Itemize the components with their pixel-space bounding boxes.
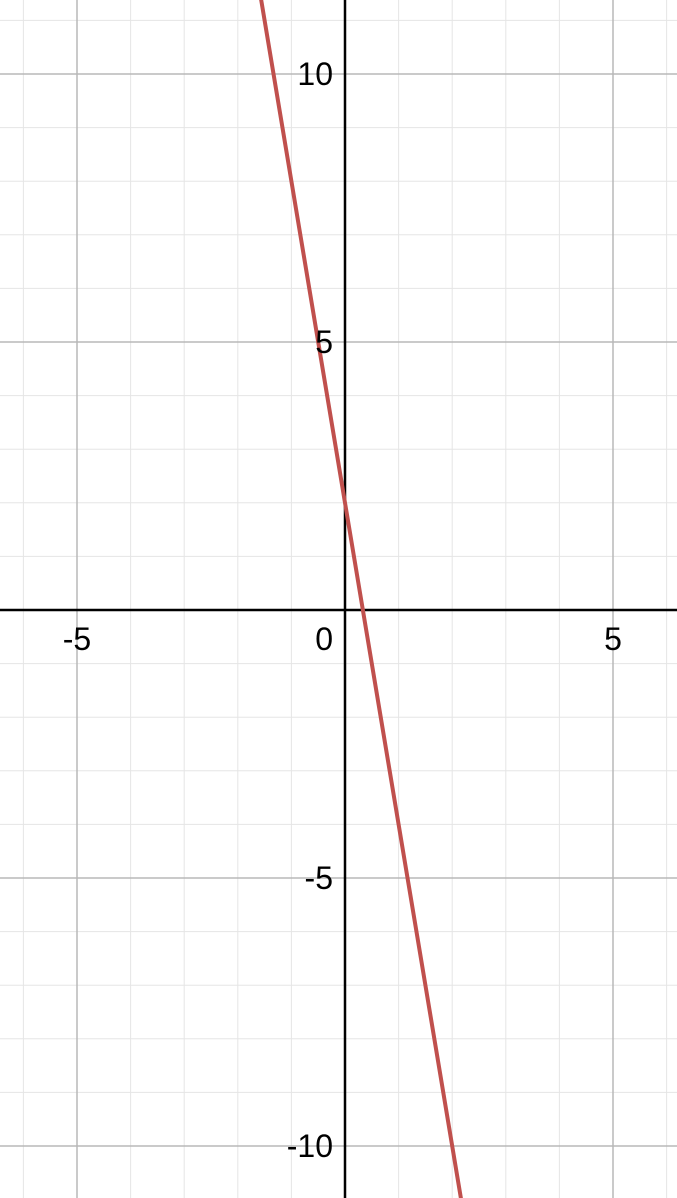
line-chart: -5 0 5 10 5 -5 -10 [0,0,677,1198]
chart-canvas: -5 0 5 10 5 -5 -10 [0,0,677,1198]
x-tick-label: 0 [315,621,333,657]
y-tick-label: -5 [305,860,333,896]
y-tick-label: 5 [315,324,333,360]
x-tick-label: -5 [63,621,91,657]
y-tick-label: 10 [297,56,333,92]
x-tick-label: 5 [604,621,622,657]
y-tick-label: -10 [287,1128,333,1164]
